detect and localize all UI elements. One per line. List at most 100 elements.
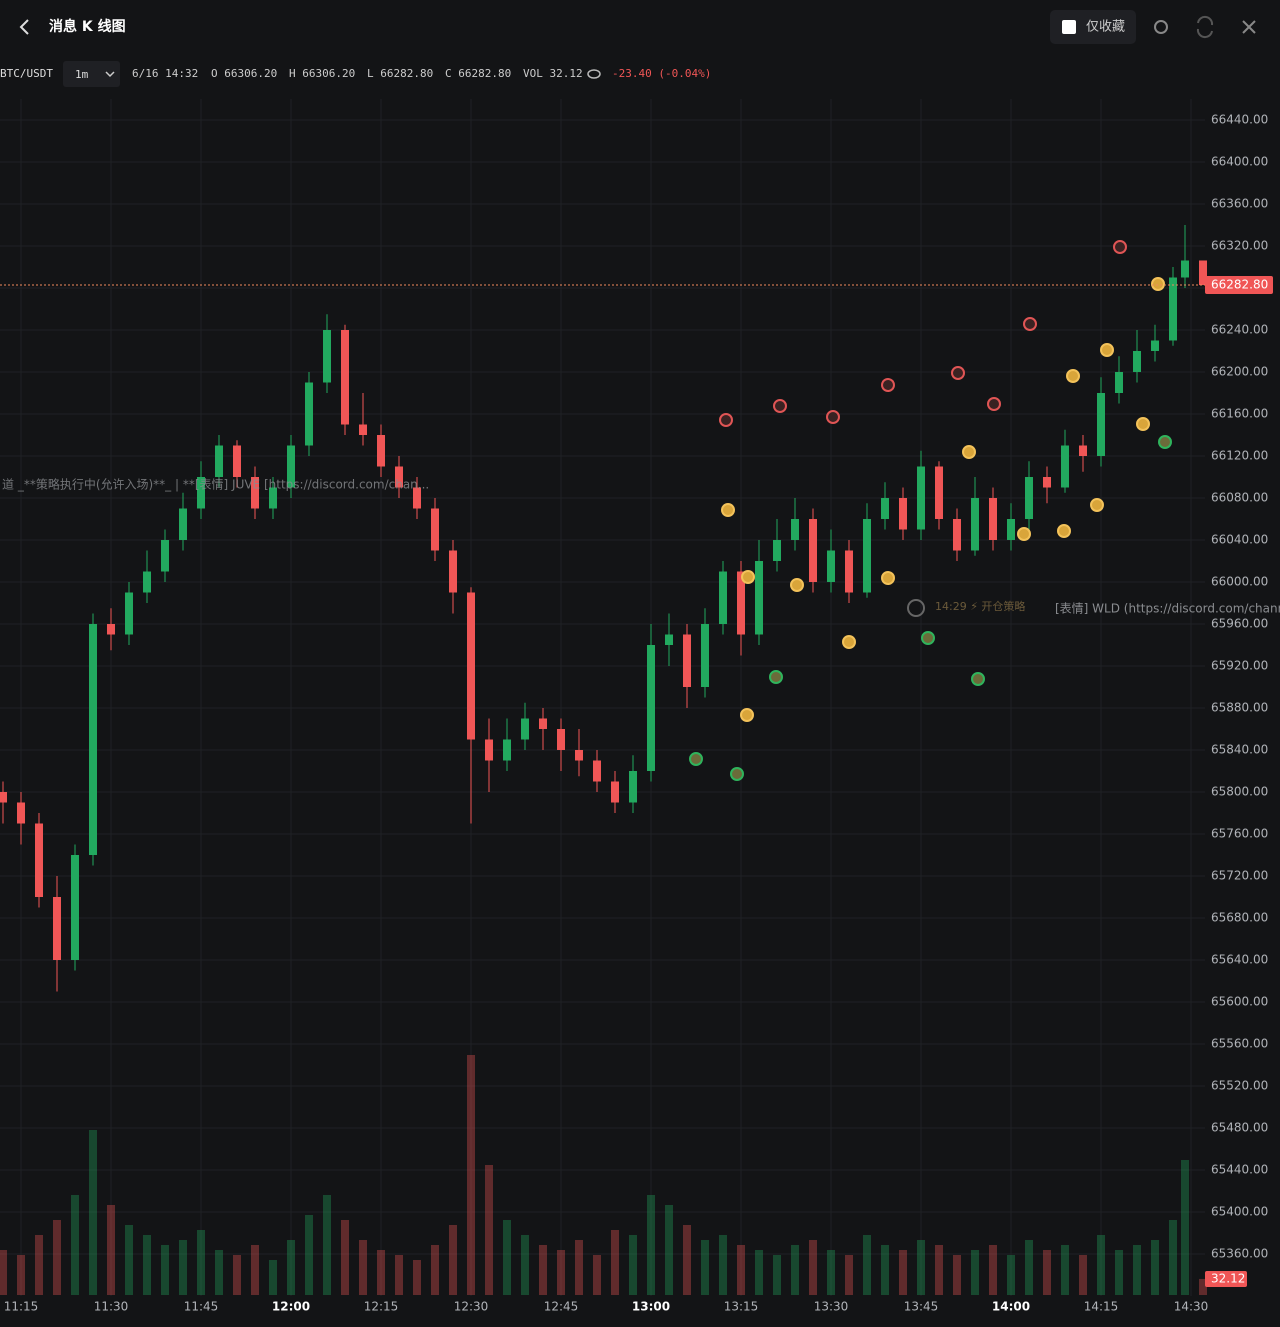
volume-bar <box>485 1165 493 1295</box>
y-tick-label: 66400.00 <box>1211 155 1268 169</box>
page-title: 消息 K 线图 <box>49 18 126 35</box>
annotation: 14:29 ⚡ 开仓策略 <box>935 599 1025 613</box>
y-tick-label: 65520.00 <box>1211 1079 1268 1093</box>
volume-bar <box>17 1255 25 1295</box>
candle-body <box>521 718 529 740</box>
candle-body <box>1115 372 1123 393</box>
candle-body <box>431 508 439 551</box>
y-tick-label: 65400.00 <box>1211 1205 1268 1219</box>
legend-item: H 66306.20 <box>289 67 355 80</box>
annotation-icon <box>907 599 925 617</box>
candle-body <box>773 540 781 561</box>
candle-body <box>755 561 763 635</box>
candle-body <box>341 330 349 425</box>
candle-body <box>917 466 925 530</box>
candle-body <box>863 519 871 593</box>
marker <box>1113 240 1127 254</box>
candle-body <box>719 571 727 624</box>
x-tick-label: 14:15 <box>1084 1300 1119 1314</box>
candle-body <box>35 823 43 897</box>
candle-body <box>899 498 907 530</box>
volume-bar <box>1043 1250 1051 1295</box>
volume-bar <box>809 1240 817 1295</box>
close-icon[interactable] <box>1242 20 1256 34</box>
volume-bar <box>503 1220 511 1295</box>
candle-body <box>1097 393 1105 456</box>
marker <box>842 635 856 649</box>
y-tick-label: 66360.00 <box>1211 197 1268 211</box>
volume-bar <box>629 1235 637 1295</box>
marker <box>1100 343 1114 357</box>
volume-bar <box>1151 1240 1159 1295</box>
symbol: BTC/USDT <box>0 67 53 80</box>
volume-bar <box>269 1260 277 1295</box>
candle-body <box>611 781 619 803</box>
legend-item: O 66306.20 <box>211 67 277 80</box>
volume-bar <box>917 1240 925 1295</box>
x-tick-label: 13:45 <box>904 1300 939 1314</box>
volume-bar <box>1115 1250 1123 1295</box>
grid <box>0 99 1205 1296</box>
candle-body <box>485 739 493 761</box>
back-button[interactable] <box>19 19 29 35</box>
last-volume-tag <box>1205 1270 1247 1287</box>
marker <box>1057 524 1071 538</box>
volume-bar <box>1169 1220 1177 1295</box>
marker <box>987 397 1001 411</box>
marker <box>721 503 735 517</box>
y-tick-label: 66160.00 <box>1211 407 1268 421</box>
refresh-icon[interactable] <box>1196 15 1214 39</box>
y-tick-label: 65560.00 <box>1211 1037 1268 1051</box>
candle-body <box>0 792 7 803</box>
volume-bar <box>899 1250 907 1295</box>
favorites-toggle[interactable] <box>1050 10 1136 44</box>
y-tick-label: 65600.00 <box>1211 995 1268 1009</box>
interval-select[interactable] <box>63 61 120 87</box>
x-tick-label: 13:15 <box>724 1300 759 1314</box>
y-tick-label: 65800.00 <box>1211 785 1268 799</box>
candle-body <box>323 330 331 383</box>
overlay: 65360.00 65400.00 65440.00 65480.00 65520.00… <box>0 113 1280 1314</box>
y-tick-label: 65480.00 <box>1211 1121 1268 1135</box>
candle-body <box>1199 260 1207 286</box>
y-tick-label: 66120.00 <box>1211 449 1268 463</box>
candle-body <box>971 498 979 551</box>
annotation: [表情] WLD (https://discord.com/channel <box>1055 602 1280 616</box>
volume-bar <box>323 1195 331 1295</box>
y-tick-label: 65760.00 <box>1211 827 1268 841</box>
y-tick-label: 66240.00 <box>1211 323 1268 337</box>
markers-green <box>689 435 1172 781</box>
volume-bar <box>467 1055 475 1295</box>
candle-body <box>1061 445 1069 488</box>
candle-body <box>143 571 151 593</box>
volume-bar <box>413 1260 421 1295</box>
y-tick-label: 66000.00 <box>1211 575 1268 589</box>
volume-bar <box>863 1235 871 1295</box>
candle-body <box>1133 351 1141 372</box>
volume-bar <box>737 1245 745 1295</box>
volume-bar <box>971 1250 979 1295</box>
volume-bar <box>989 1245 997 1295</box>
y-tick-label: 65920.00 <box>1211 659 1268 673</box>
volume-bar <box>143 1235 151 1295</box>
eye-icon[interactable] <box>587 69 601 79</box>
candle-body <box>395 466 403 488</box>
volume-bar <box>773 1255 781 1295</box>
settings-icon[interactable] <box>1154 20 1168 34</box>
volume-bar <box>701 1240 709 1295</box>
volume-bar <box>827 1250 835 1295</box>
candle-body <box>935 466 943 519</box>
candle-body <box>503 739 511 761</box>
candle-body <box>1043 477 1051 488</box>
volume-bar <box>179 1240 187 1295</box>
candle-body <box>1007 519 1015 540</box>
candle-body <box>647 645 655 771</box>
candle-body <box>1169 277 1177 341</box>
volume-bar <box>1079 1255 1087 1295</box>
marker <box>1151 277 1165 291</box>
marker <box>921 631 935 645</box>
checkbox[interactable] <box>1062 20 1076 34</box>
volume-bar <box>845 1255 853 1295</box>
candle-body <box>881 498 889 519</box>
volume-bar <box>233 1255 241 1295</box>
